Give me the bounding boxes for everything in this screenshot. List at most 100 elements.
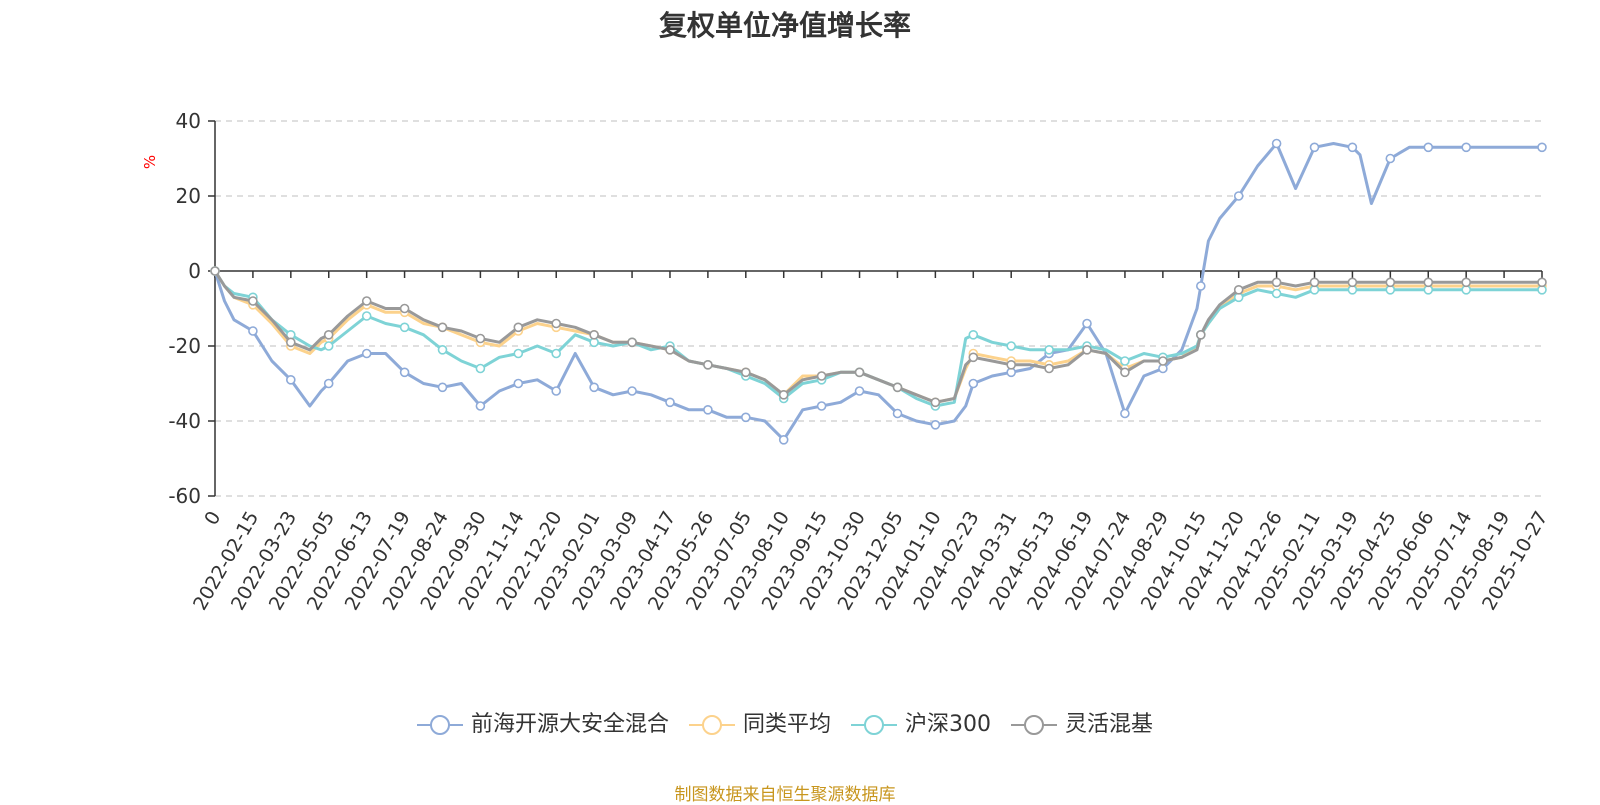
series-point-0 [361, 348, 372, 359]
series-point-3 [892, 382, 903, 393]
grid-layer [215, 120, 1542, 497]
series-point-0 [1233, 191, 1244, 201]
series-point-2 [323, 341, 334, 351]
y-tick-label: 0 [188, 259, 201, 283]
series-point-2 [551, 348, 562, 359]
series-point-2 [361, 311, 372, 321]
y-tick-label: 20 [176, 184, 201, 208]
series-point-3 [1233, 284, 1244, 295]
axis-layer: 40200-20-40-6002022-02-152022-03-232022-… [168, 109, 1552, 614]
series-point-2 [1044, 344, 1054, 355]
series-point-0 [854, 386, 865, 396]
series-point-2 [1120, 356, 1130, 366]
series-point-3 [1423, 277, 1434, 288]
series-point-0 [248, 326, 258, 336]
series-point-3 [968, 352, 979, 363]
series-point-2 [513, 348, 524, 359]
series-point-3 [1120, 367, 1130, 378]
series-point-2 [437, 344, 448, 355]
series-point-0 [778, 434, 789, 445]
series-point-2 [399, 322, 410, 333]
legend-item-2[interactable]: 沪深300 [851, 706, 991, 738]
series-point-0 [816, 401, 827, 411]
series-layer [210, 138, 1547, 445]
series-point-3 [475, 333, 486, 344]
series-point-3 [1196, 329, 1206, 340]
series-point-3 [399, 303, 410, 314]
chart-title: 复权单位净值增长率 [658, 9, 911, 42]
series-point-0 [589, 382, 599, 393]
series-point-0 [285, 374, 296, 385]
legend-item-1[interactable]: 同类平均 [688, 706, 831, 738]
legend-item-0[interactable]: 前海开源大安全混合 [416, 706, 669, 738]
series-point-3 [1082, 344, 1092, 355]
legend-label: 沪深300 [905, 712, 991, 737]
series-point-0 [1309, 142, 1320, 153]
series-point-0 [1347, 142, 1358, 153]
series-point-3 [1461, 277, 1471, 288]
series-point-3 [437, 322, 448, 333]
series-point-3 [1271, 277, 1282, 288]
series-point-3 [1309, 277, 1320, 288]
series-point-3 [323, 329, 334, 340]
legend-item-3[interactable]: 灵活混基 [1011, 706, 1153, 738]
series-point-3 [1044, 363, 1054, 374]
legend-label: 前海开源大安全混合 [470, 712, 669, 737]
series-point-3 [210, 266, 220, 276]
series-point-3 [361, 296, 372, 306]
series-point-0 [437, 382, 448, 393]
series-point-0 [627, 386, 637, 396]
series-point-3 [285, 337, 296, 348]
series-point-3 [1006, 359, 1017, 370]
y-tick-label: -60 [168, 484, 201, 508]
legend-swatch-marker [429, 715, 450, 735]
series-point-0 [1385, 153, 1396, 164]
legend-swatch [416, 715, 463, 735]
series-line-0 [213, 142, 1542, 442]
series-point-3 [627, 337, 637, 348]
series-point-3 [1537, 277, 1547, 288]
y-tick-label: -20 [168, 334, 201, 358]
series-point-3 [248, 296, 258, 306]
legend-swatch-marker [701, 715, 722, 735]
series-point-3 [854, 367, 865, 378]
legend-swatch [851, 715, 897, 735]
y-axis-unit-label: % [141, 155, 159, 169]
source-note: 制图数据来自恒生聚源数据库 [674, 785, 896, 805]
series-point-3 [930, 397, 941, 408]
series-point-0 [968, 378, 979, 389]
legend: 前海开源大安全混合 同类平均 沪深300 灵活混基 [0, 706, 1570, 738]
series-line-3 [213, 270, 1542, 404]
series-point-3 [778, 389, 789, 400]
series-point-0 [1423, 142, 1434, 153]
series-point-3 [665, 344, 675, 355]
series-point-2 [1006, 341, 1017, 351]
series-point-3 [589, 329, 599, 340]
series-point-0 [551, 386, 562, 396]
legend-label: 灵活混基 [1065, 712, 1154, 737]
series-point-3 [740, 367, 751, 378]
series-point-0 [1461, 142, 1471, 153]
series-point-3 [703, 359, 713, 370]
series-point-2 [475, 363, 486, 374]
series-point-0 [399, 367, 410, 378]
series-point-3 [816, 371, 827, 381]
series-point-0 [892, 408, 903, 419]
series-point-3 [551, 318, 562, 329]
series-point-0 [323, 378, 334, 389]
series-point-3 [513, 322, 524, 333]
x-tick-label: 0 [200, 508, 225, 529]
series-point-3 [1385, 277, 1396, 288]
line-chart: % 40200-20-40-6002022-02-152022-03-23202… [141, 109, 1552, 614]
series-point-2 [1271, 288, 1282, 299]
series-point-3 [1158, 356, 1168, 366]
series-point-0 [1196, 281, 1206, 291]
legend-swatch [688, 715, 735, 735]
legend-swatch [1011, 715, 1057, 735]
legend-label: 同类平均 [742, 712, 831, 737]
legend-swatch-marker [1024, 715, 1044, 735]
series-point-3 [1347, 277, 1358, 288]
series-point-0 [1271, 138, 1282, 149]
series-point-0 [513, 378, 524, 389]
series-point-0 [1537, 142, 1547, 153]
